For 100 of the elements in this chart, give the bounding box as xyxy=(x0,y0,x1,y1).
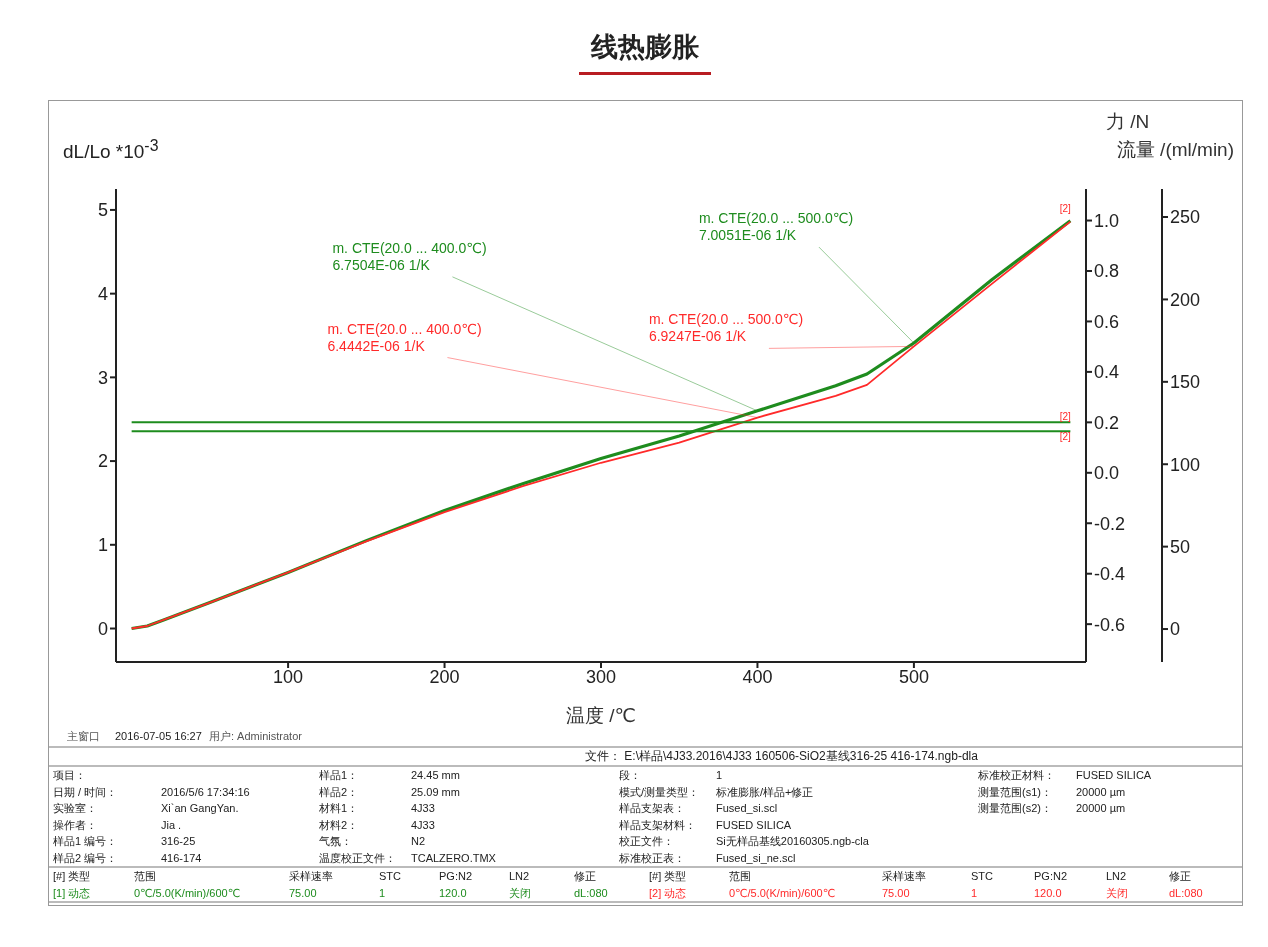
text: 样品1 编号： xyxy=(53,834,118,849)
y3-axis-title: 流量 /(ml/min) xyxy=(1116,138,1234,162)
y-axis-title: dL/Lo *10$^{-3}$ xyxy=(63,137,159,164)
y-tick-label: 4 xyxy=(97,284,108,305)
x-axis-title: 温度 /℃ xyxy=(566,705,636,726)
text: 关闭 xyxy=(509,885,531,901)
y2-tick-label: 0.6 xyxy=(1094,311,1120,332)
y-tick-label: 5 xyxy=(97,200,108,221)
text: 4J33 xyxy=(411,817,435,833)
text: 样品1： xyxy=(319,768,359,783)
text: 修正 xyxy=(574,869,596,884)
text: LN2 xyxy=(1106,869,1127,884)
text: Xi`an GangYan. xyxy=(161,801,239,816)
text: 样品支架材料： xyxy=(619,817,696,833)
annotation: m. CTE(20.0 ... 400.0℃) 6.7504E-06 1/K xyxy=(332,239,487,273)
text: 1 xyxy=(716,768,723,783)
text: STC xyxy=(379,869,401,884)
y3-tick-label: 250 xyxy=(1170,207,1201,228)
text: 2016-07-05 16:27 xyxy=(115,729,202,744)
y2-tick-label: -0.2 xyxy=(1094,513,1126,534)
text: 主窗口 xyxy=(67,729,100,744)
text: 标准校正材料： xyxy=(978,768,1055,783)
x-tick-label: 400 xyxy=(742,666,773,687)
text: [2] 动态 xyxy=(649,885,687,901)
annotation: m. CTE(20.0 ... 400.0℃) 6.4442E-06 1/K xyxy=(327,320,482,354)
x-tick-label: 500 xyxy=(898,666,929,687)
text: 标准膨胀/样品+修正 xyxy=(716,784,814,800)
text: LN2 xyxy=(509,869,530,884)
text: 材料2： xyxy=(319,817,359,833)
panel-frame: 100 200 300 400 500 温度 /℃ 0 1 2 3 4 5 -0.6 -0.4 -0.2 0.0 0.2 0.4 0.6 0.8 1.0 0 50 100 150 200 250 m. CTE(20.0 ... 400.0℃) 6.7504E-06 1/K m. CTE(20.0 ... 400.0℃) 6.4442E-06 1/K m. CTE(20.0 ... 500.0℃) 7.0051E-06 1/K m. CTE(20.0 ... 500.0℃) 6.9247E-06 1/K [2] [2] [2] dL/Lo *10$^{-3}$ 力 /N 流量 /(ml/min) 主窗口 2016-07-05 16:27 用户: Administrator 文件： E:\样品\4J33.2016\4J33 160506-SiO2基线316-25 416-174.ngb-dla 项目： 样品1： 24.45 mm 段： 1 标准校正材料： FUSED SILICA 日期 / 时间： 2016/5/6 17:34:16 样品2： 25.09 mm 模式/测量类型： 标准膨胀/样品+修正 测量范围(s1)： 20000 µm 实验室： Xi`an GangYan. 材料1： 4J33 样品支架表： Fused_si.scl 测量范围(s2)： 20000 µm 操作者： Jia . 材料2： 4J33 样品支架材料： FUSED SILICA 样品1 编号： 316-25 气氛： N2 校正文件： Si无样品基线20160305.ngb-cla 样品2 编号： 416-174 温度校正文件： TCALZERO.TMX 标准校正表： Fused_si_ne.scl [#] 类型 范围 采样速率 STC PG:N2 LN2 修正 [#] 类型 范围 采样速率 STC PG:N2 LN2 修正 [1] 动态 0℃/5.0(K/min)/600℃ 75.00 1 120.0 关闭 dL:080 [2] 动态 0℃/5.0(K/min)/600℃ 75.00 1 120.0 关闭 dL:080 xyxy=(48,100,1243,906)
text: 实验室： xyxy=(53,801,97,816)
y3-tick-label: 100 xyxy=(1170,454,1201,475)
text: 1 xyxy=(971,885,978,901)
text: Fused_si_ne.scl xyxy=(716,850,796,866)
text: 120.0 xyxy=(1034,885,1062,901)
text: 20000 µm xyxy=(1076,801,1126,816)
text: FUSED SILICA xyxy=(716,817,792,833)
text: 模式/测量类型： xyxy=(619,784,700,800)
text: 修正 xyxy=(1169,869,1191,884)
text: 校正文件： xyxy=(619,834,674,849)
text: PG:N2 xyxy=(439,869,473,884)
text: 范围 xyxy=(729,869,751,884)
text: 采样速率 xyxy=(289,869,333,884)
text: [#] 类型 xyxy=(649,869,687,884)
text: 0℃/5.0(K/min)/600℃ xyxy=(729,885,836,901)
y-tick-label: 3 xyxy=(97,367,108,388)
text: 2016/5/6 17:34:16 xyxy=(161,784,250,800)
y-tick-label: 1 xyxy=(97,535,108,556)
y3-tick-label: 0 xyxy=(1170,619,1181,640)
y-tick-label: 2 xyxy=(97,451,108,472)
text: 316-25 xyxy=(161,834,196,849)
chart-title: 线热膨胀 xyxy=(590,31,700,64)
annotation: [2] xyxy=(1059,411,1072,423)
annotation: [2] xyxy=(1059,430,1072,442)
text: 样品支架表： xyxy=(619,801,685,816)
text: 24.45 mm xyxy=(411,768,460,783)
annotation: m. CTE(20.0 ... 500.0℃) 6.9247E-06 1/K xyxy=(648,311,804,345)
text: 75.00 xyxy=(882,885,910,901)
text: 4J33 xyxy=(411,801,435,816)
y-tick-label: 0 xyxy=(97,618,108,639)
text: 日期 / 时间： xyxy=(53,784,118,800)
text: 采样速率 xyxy=(882,869,926,884)
text: STC xyxy=(971,869,993,884)
text: 气氛： xyxy=(319,834,352,849)
text: 用户: Administrator xyxy=(209,729,302,744)
x-tick-label: 200 xyxy=(429,666,460,687)
text: PG:N2 xyxy=(1034,869,1068,884)
text: Si无样品基线20160305.ngb-cla xyxy=(716,834,869,849)
annotation: m. CTE(20.0 ... 500.0℃) 7.0051E-06 1/K xyxy=(698,210,854,244)
y3-tick-label: 50 xyxy=(1170,537,1191,558)
text: 段： xyxy=(619,768,641,783)
text: 标准校正表： xyxy=(619,850,685,866)
y2-tick-label: 0.4 xyxy=(1094,362,1120,383)
text: 1 xyxy=(379,885,386,901)
text: 样品2： xyxy=(319,784,359,800)
x-tick-label: 100 xyxy=(273,666,304,687)
y2-tick-label: 1.0 xyxy=(1094,210,1120,231)
text: 20000 µm xyxy=(1076,784,1126,800)
text: 文件： E:\样品\4J33.2016\4J33 160506-SiO2基线316-25 416-174.ngb-dla xyxy=(585,748,978,765)
y3-tick-label: 150 xyxy=(1170,372,1201,393)
text: [#] 类型 xyxy=(53,869,91,884)
y2-tick-label: -0.4 xyxy=(1094,564,1126,585)
text: 材料1： xyxy=(319,801,359,816)
text: 75.00 xyxy=(289,885,317,901)
y3-tick-label: 200 xyxy=(1170,289,1201,310)
text: dL:080 xyxy=(574,885,608,901)
text: 测量范围(s1)： xyxy=(978,784,1052,800)
y2-tick-label: -0.6 xyxy=(1094,614,1126,635)
text: 120.0 xyxy=(439,885,467,901)
text: 操作者： xyxy=(53,817,97,833)
y2-tick-label: 0.0 xyxy=(1094,463,1120,484)
text: TCALZERO.TMX xyxy=(411,850,496,866)
text: FUSED SILICA xyxy=(1076,768,1152,783)
text: 测量范围(s2)： xyxy=(978,801,1052,816)
y2-tick-label: 0.8 xyxy=(1094,261,1120,282)
text: 项目： xyxy=(53,768,86,783)
text: 关闭 xyxy=(1106,885,1128,901)
x-tick-label: 300 xyxy=(585,666,617,687)
text: 0℃/5.0(K/min)/600℃ xyxy=(134,885,241,901)
text: 25.09 mm xyxy=(411,784,460,800)
